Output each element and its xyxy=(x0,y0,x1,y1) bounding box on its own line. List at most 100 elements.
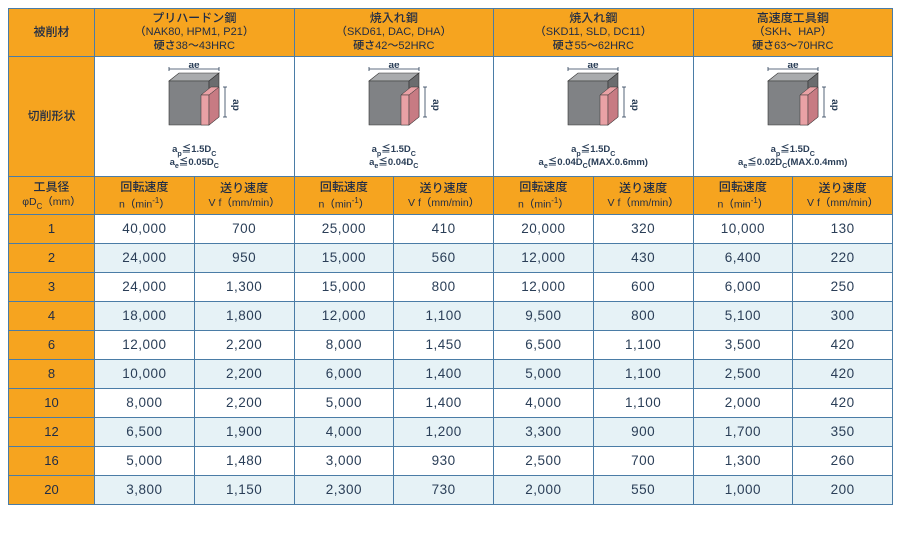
shape-condition: ap≦1.5DCae≦0.04DC(MAX.0.6mm) xyxy=(539,145,648,169)
shape-label: 切削形状 xyxy=(27,109,75,123)
value-cell: 9,500 xyxy=(494,302,594,331)
value-cell: 10,000 xyxy=(693,215,793,244)
speed-header-2: 回転速度 n（min-1） xyxy=(494,177,594,215)
shape-cell-2: aeap ap≦1.5DCae≦0.04DC(MAX.0.6mm) xyxy=(494,57,694,177)
value-cell: 4,000 xyxy=(294,418,394,447)
value-cell: 6,000 xyxy=(294,360,394,389)
value-cell: 730 xyxy=(394,476,494,505)
workpiece-label: 被削材 xyxy=(33,25,69,39)
value-cell: 2,000 xyxy=(494,476,594,505)
value-cell: 40,000 xyxy=(95,215,195,244)
diameter-header: 工具径 φDC（mm） xyxy=(9,177,95,215)
material-title: 焼入れ鋼 xyxy=(569,11,617,25)
feed-label: 送り速度 xyxy=(420,181,468,195)
value-cell: 300 xyxy=(793,302,893,331)
shape-cell-0: aeap ap≦1.5DCae≦0.05DC xyxy=(95,57,295,177)
material-header-row: 被削材 プリハードン鋼 （NAK80, HPM1, P21） 硬さ38〜43HR… xyxy=(9,9,893,57)
feed-label: 送り速度 xyxy=(619,181,667,195)
table-row: 224,00095015,00056012,0004306,400220 xyxy=(9,244,893,273)
value-cell: 2,500 xyxy=(693,360,793,389)
value-cell: 600 xyxy=(593,273,693,302)
value-cell: 2,300 xyxy=(294,476,394,505)
value-cell: 800 xyxy=(593,302,693,331)
speed-sub: n（min-1） xyxy=(494,196,593,212)
value-cell: 1,100 xyxy=(394,302,494,331)
material-title: プリハードン鋼 xyxy=(152,11,236,25)
material-hardness: 硬さ42〜52HRC xyxy=(295,40,494,54)
step-cut-icon: aeap xyxy=(538,63,648,143)
speed-label: 回転速度 xyxy=(719,180,767,194)
feed-header-2: 送り速度 V f（mm/min） xyxy=(593,177,693,215)
material-group-2: 焼入れ鋼 （SKD11, SLD, DC11） 硬さ55〜62HRC xyxy=(494,9,694,57)
material-group-0: プリハードン鋼 （NAK80, HPM1, P21） 硬さ38〜43HRC xyxy=(95,9,295,57)
speed-header-1: 回転速度 n（min-1） xyxy=(294,177,394,215)
speed-label: 回転速度 xyxy=(120,180,168,194)
feed-sub: V f（mm/min） xyxy=(195,197,294,210)
value-cell: 3,800 xyxy=(95,476,195,505)
value-cell: 1,200 xyxy=(394,418,494,447)
value-cell: 3,300 xyxy=(494,418,594,447)
value-cell: 560 xyxy=(394,244,494,273)
value-cell: 420 xyxy=(793,331,893,360)
value-cell: 700 xyxy=(593,447,693,476)
value-cell: 260 xyxy=(793,447,893,476)
step-cut-icon: aeap xyxy=(339,63,449,143)
feed-header-0: 送り速度 V f（mm/min） xyxy=(194,177,294,215)
material-group-1: 焼入れ鋼 （SKD61, DAC, DHA） 硬さ42〜52HRC xyxy=(294,9,494,57)
speed-header-3: 回転速度 n（min-1） xyxy=(693,177,793,215)
value-cell: 800 xyxy=(394,273,494,302)
step-cut-icon: aeap xyxy=(738,63,848,143)
value-cell: 24,000 xyxy=(95,273,195,302)
material-group-3: 高速度工具鋼 （SKH、HAP） 硬さ63〜70HRC xyxy=(693,9,893,57)
value-cell: 410 xyxy=(394,215,494,244)
value-cell: 420 xyxy=(793,389,893,418)
speed-sub: n（min-1） xyxy=(694,196,793,212)
value-cell: 1,000 xyxy=(693,476,793,505)
value-cell: 6,500 xyxy=(494,331,594,360)
table-row: 612,0002,2008,0001,4506,5001,1003,500420 xyxy=(9,331,893,360)
value-cell: 15,000 xyxy=(294,244,394,273)
value-cell: 1,450 xyxy=(394,331,494,360)
diameter-label-l2: φDC（mm） xyxy=(9,196,94,211)
value-cell: 12,000 xyxy=(294,302,394,331)
diameter-cell: 8 xyxy=(9,360,95,389)
material-subtitle: （NAK80, HPM1, P21） xyxy=(95,26,294,40)
shape-condition: ap≦1.5DCae≦0.04DC xyxy=(369,145,418,169)
speed-label: 回転速度 xyxy=(320,180,368,194)
value-cell: 25,000 xyxy=(294,215,394,244)
value-cell: 420 xyxy=(793,360,893,389)
value-cell: 8,000 xyxy=(294,331,394,360)
value-cell: 430 xyxy=(593,244,693,273)
table-row: 324,0001,30015,00080012,0006006,000250 xyxy=(9,273,893,302)
value-cell: 1,100 xyxy=(593,331,693,360)
shape-cell-1: aeap ap≦1.5DCae≦0.04DC xyxy=(294,57,494,177)
value-cell: 1,480 xyxy=(194,447,294,476)
diameter-label-l1: 工具径 xyxy=(33,180,69,194)
speed-sub: n（min-1） xyxy=(95,196,194,212)
table-row: 108,0002,2005,0001,4004,0001,1002,000420 xyxy=(9,389,893,418)
speed-label: 回転速度 xyxy=(519,180,567,194)
data-body: 140,00070025,00041020,00032010,000130224… xyxy=(9,215,893,505)
value-cell: 20,000 xyxy=(494,215,594,244)
feed-label: 送り速度 xyxy=(220,181,268,195)
speed-header-0: 回転速度 n（min-1） xyxy=(95,177,195,215)
value-cell: 950 xyxy=(194,244,294,273)
value-cell: 200 xyxy=(793,476,893,505)
value-cell: 900 xyxy=(593,418,693,447)
value-cell: 250 xyxy=(793,273,893,302)
value-cell: 1,900 xyxy=(194,418,294,447)
value-cell: 1,300 xyxy=(693,447,793,476)
value-cell: 1,100 xyxy=(593,360,693,389)
value-cell: 1,400 xyxy=(394,360,494,389)
value-cell: 12,000 xyxy=(494,273,594,302)
svg-text:ae: ae xyxy=(787,63,799,71)
value-cell: 18,000 xyxy=(95,302,195,331)
value-cell: 2,200 xyxy=(194,389,294,418)
diameter-cell: 1 xyxy=(9,215,95,244)
material-title: 焼入れ鋼 xyxy=(370,11,418,25)
value-cell: 12,000 xyxy=(494,244,594,273)
value-cell: 1,300 xyxy=(194,273,294,302)
feed-sub: V f（mm/min） xyxy=(793,197,892,210)
value-cell: 1,150 xyxy=(194,476,294,505)
value-cell: 5,100 xyxy=(693,302,793,331)
